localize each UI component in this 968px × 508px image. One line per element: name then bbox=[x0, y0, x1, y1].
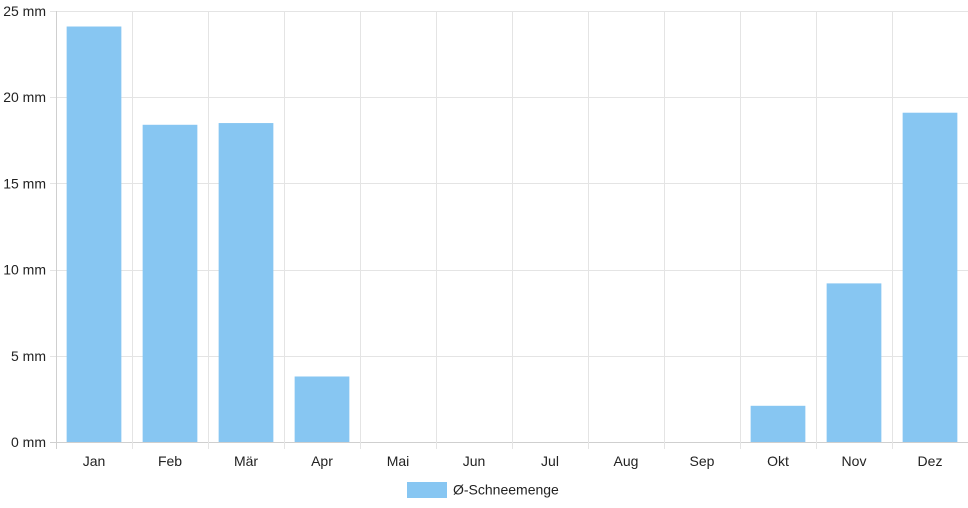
bar-nov[interactable] bbox=[826, 283, 882, 442]
x-tick-label: Jun bbox=[463, 453, 486, 469]
x-tick-label: Jan bbox=[83, 453, 106, 469]
bar-jan[interactable] bbox=[66, 26, 122, 443]
y-tick-label: 0 mm bbox=[11, 434, 46, 450]
legend[interactable]: Ø-Schneemenge bbox=[407, 482, 559, 499]
y-axis: 0 mm 5 mm 10 mm 15 mm 20 mm 25 mm bbox=[3, 3, 46, 450]
y-tick-label: 10 mm bbox=[3, 262, 46, 278]
bar-feb[interactable] bbox=[142, 124, 198, 442]
bar-okt[interactable] bbox=[750, 405, 806, 442]
y-tick-label: 25 mm bbox=[3, 3, 46, 19]
bar-mär[interactable] bbox=[218, 123, 274, 442]
y-tick-label: 15 mm bbox=[3, 175, 46, 191]
x-tick-label: Mär bbox=[234, 453, 258, 469]
legend-label[interactable]: Ø-Schneemenge bbox=[453, 482, 559, 498]
x-tick-label: Okt bbox=[767, 453, 789, 469]
bar-dez[interactable] bbox=[902, 112, 958, 442]
x-tick-label: Jul bbox=[541, 453, 559, 469]
x-tick-label: Nov bbox=[842, 453, 867, 469]
x-tick-label: Feb bbox=[158, 453, 182, 469]
x-tick-label: Mai bbox=[387, 453, 410, 469]
legend-swatch[interactable] bbox=[407, 482, 447, 498]
y-tick-label: 20 mm bbox=[3, 89, 46, 105]
y-tick-label: 5 mm bbox=[11, 348, 46, 364]
x-tick-label: Sep bbox=[690, 453, 715, 469]
bar-series bbox=[66, 26, 958, 443]
x-tick-label: Aug bbox=[614, 453, 639, 469]
bar-apr[interactable] bbox=[294, 376, 350, 442]
x-tick-label: Dez bbox=[918, 453, 943, 469]
x-axis: Jan Feb Mär Apr Mai Jun Jul Aug Sep Okt Nov Dez bbox=[83, 453, 943, 469]
grid-lines bbox=[50, 11, 968, 449]
x-tick-label: Apr bbox=[311, 453, 333, 469]
